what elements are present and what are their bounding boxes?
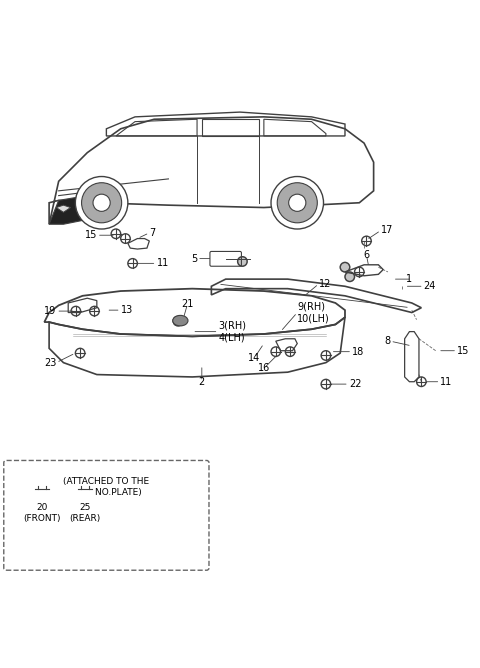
Circle shape: [288, 194, 306, 211]
Text: 25
(REAR): 25 (REAR): [69, 504, 100, 523]
Text: 21: 21: [181, 299, 194, 309]
Circle shape: [271, 176, 324, 229]
Circle shape: [82, 183, 121, 223]
Circle shape: [340, 263, 350, 272]
Text: 11: 11: [156, 259, 169, 269]
Text: 9(RH)
10(LH): 9(RH) 10(LH): [297, 302, 330, 323]
Circle shape: [238, 257, 247, 267]
Circle shape: [173, 317, 183, 326]
Text: 15: 15: [457, 346, 469, 355]
Text: 16: 16: [258, 363, 270, 373]
Text: (ATTACHED TO THE
        NO.PLATE): (ATTACHED TO THE NO.PLATE): [63, 477, 149, 496]
Circle shape: [75, 176, 128, 229]
Polygon shape: [56, 205, 71, 212]
Text: 14: 14: [248, 353, 261, 363]
Text: 17: 17: [381, 225, 393, 235]
Polygon shape: [49, 196, 97, 224]
Ellipse shape: [173, 315, 188, 326]
Text: 12: 12: [319, 279, 331, 289]
Text: 8: 8: [384, 336, 390, 346]
Circle shape: [277, 183, 317, 223]
Circle shape: [93, 194, 110, 211]
Text: 1: 1: [406, 274, 412, 284]
Text: 3(RH)
4(LH): 3(RH) 4(LH): [218, 321, 247, 343]
Text: 15: 15: [84, 230, 97, 240]
Text: 13: 13: [120, 305, 133, 315]
Text: 7: 7: [149, 228, 156, 238]
FancyBboxPatch shape: [210, 251, 241, 267]
Text: 20
(FRONT): 20 (FRONT): [23, 504, 60, 523]
Text: 22: 22: [349, 379, 361, 389]
Text: 2: 2: [199, 377, 205, 387]
Text: 18: 18: [352, 347, 364, 357]
Text: 6: 6: [363, 250, 370, 261]
Text: 24: 24: [424, 281, 436, 291]
Text: 5: 5: [191, 254, 197, 264]
Text: 23: 23: [44, 357, 56, 367]
Text: 11: 11: [441, 377, 453, 387]
FancyBboxPatch shape: [4, 460, 209, 570]
Circle shape: [345, 272, 355, 281]
Text: 19: 19: [44, 306, 56, 316]
